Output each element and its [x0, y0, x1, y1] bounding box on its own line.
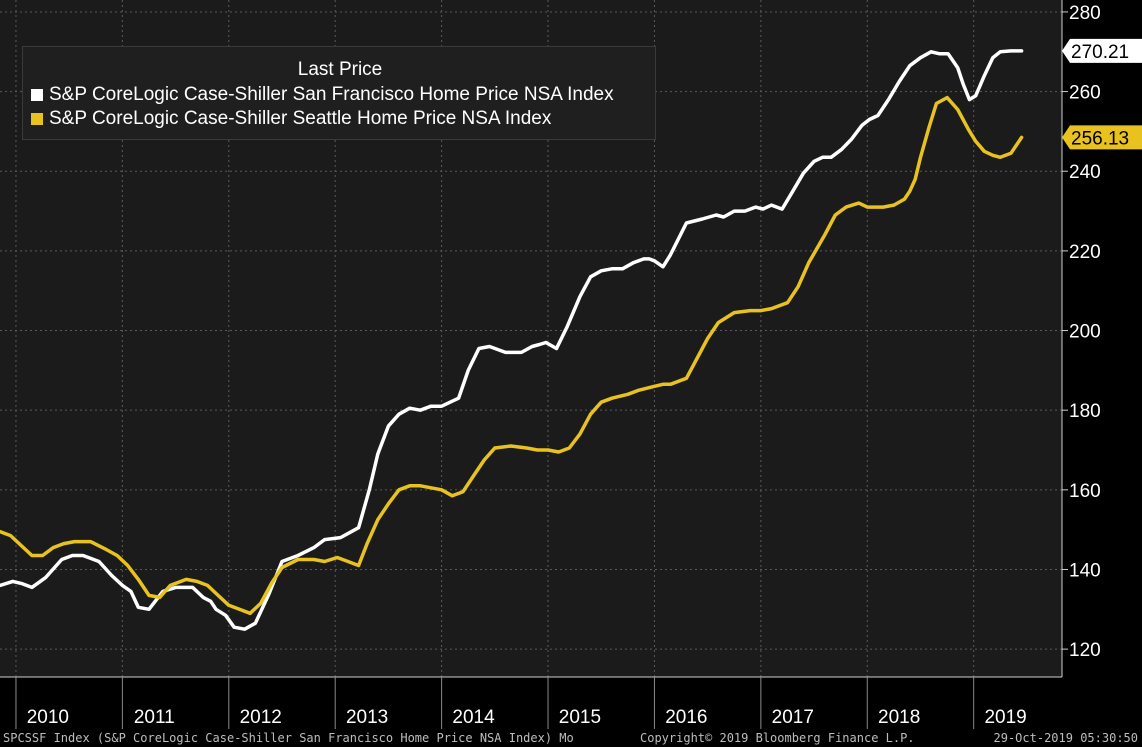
footer-copyright: Copyright© 2019 Bloomberg Finance L.P. [640, 731, 915, 745]
last-value-tag-san-francisco: 270.21 [1062, 38, 1142, 63]
last-value-label-seattle: 256.13 [1071, 128, 1129, 149]
x-label-2017: 2017 [772, 707, 814, 728]
legend-label-seattle: S&P CoreLogic Case-Shiller Seattle Home … [49, 108, 552, 129]
x-label-2011: 2011 [134, 707, 175, 728]
y-tick-label-260: 260 [1069, 83, 1101, 104]
legend-swatch-seattle [31, 113, 43, 125]
y-tick-label-240: 240 [1069, 162, 1101, 183]
series-line-san-francisco [0, 49, 1024, 631]
last-value-tag-seattle: 256.13 [1062, 125, 1142, 150]
x-label-2014: 2014 [452, 707, 495, 728]
legend: Last Price S&P CoreLogic Case-Shiller Sa… [22, 46, 656, 140]
y-tick-label-180: 180 [1069, 401, 1101, 422]
y-axis-panel [1062, 0, 1142, 677]
last-value-tag-bg-san-francisco [1062, 38, 1142, 63]
x-label-2010: 2010 [27, 707, 69, 728]
legend-title: Last Price [297, 59, 383, 80]
footer-ticker: SPCSSF Index (S&P CoreLogic Case-Shiller… [3, 731, 574, 745]
legend-item-san-francisco: S&P CoreLogic Case-Shiller San Francisco… [31, 83, 614, 107]
x-label-2012: 2012 [240, 707, 282, 728]
y-tick-label-220: 220 [1069, 242, 1101, 263]
legend-swatch-san-francisco [31, 89, 43, 101]
last-value-tags: 270.21 256.13 [1062, 38, 1142, 150]
footer-timestamp: 29-Oct-2019 05:30:50 [993, 731, 1139, 745]
y-axis-ticks: 120 140 160 180 200 220 240 260 280 [1062, 3, 1101, 661]
x-label-2016: 2016 [665, 707, 707, 728]
x-axis-labels: 2010 2011 2012 2013 2014 2015 2016 2017 2018 2019 [15, 677, 1027, 729]
series-layer [0, 49, 1024, 631]
legend-label-san-francisco: S&P CoreLogic Case-Shiller San Francisco… [49, 84, 614, 105]
y-tick-label-280: 280 [1069, 3, 1101, 24]
y-tick-label-200: 200 [1069, 322, 1101, 343]
x-label-2018: 2018 [878, 707, 920, 728]
legend-item-seattle: S&P CoreLogic Case-Shiller Seattle Home … [31, 107, 551, 131]
x-label-2019: 2019 [984, 707, 1026, 728]
series-line-seattle [0, 95, 1024, 616]
x-label-2013: 2013 [346, 707, 388, 728]
y-tick-label-160: 160 [1069, 481, 1101, 502]
y-tick-label-120: 120 [1069, 640, 1101, 661]
last-value-label-san-francisco: 270.21 [1071, 42, 1129, 63]
x-axis-panel [0, 677, 1142, 729]
last-value-tag-bg-seattle [1062, 125, 1142, 150]
y-tick-label-140: 140 [1069, 560, 1101, 581]
footer: SPCSSF Index (S&P CoreLogic Case-Shiller… [0, 729, 1142, 747]
x-label-2015: 2015 [559, 707, 601, 728]
